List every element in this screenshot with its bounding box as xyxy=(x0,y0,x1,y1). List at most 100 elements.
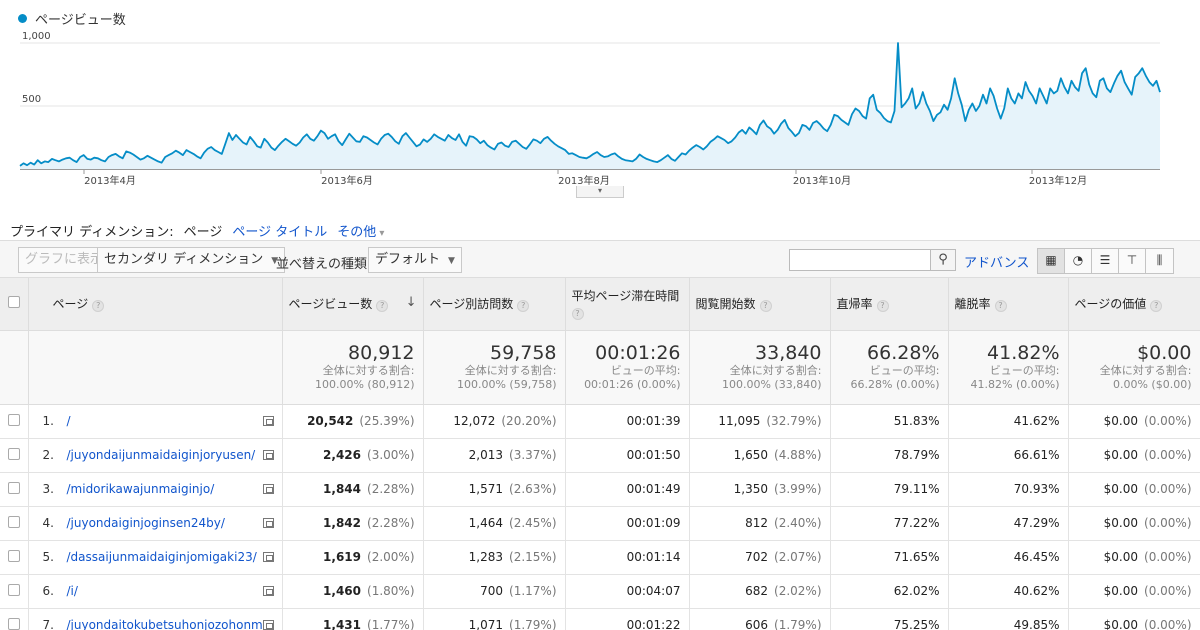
totals-caption: 全体に対する割合: xyxy=(322,364,415,377)
help-icon[interactable]: ? xyxy=(876,300,889,313)
table-row[interactable]: 1. / 20,542 (25.39%) 12,072 (20.20%) 00:01:39 1… xyxy=(0,404,1200,439)
help-icon[interactable]: ? xyxy=(994,300,1007,313)
external-link-icon[interactable] xyxy=(262,449,274,460)
page-link[interactable]: / xyxy=(66,414,71,428)
totals-cell: 80,912 全体に対する割合: 100.00% (80,912) xyxy=(282,330,424,405)
pageviews-cell: 1,460 (1.80%) xyxy=(282,574,424,609)
page-value-pct: (0.00%) xyxy=(1144,482,1192,496)
help-icon[interactable]: ? xyxy=(376,300,389,313)
secondary-dimension-dropdown[interactable]: セカンダリ ディメンション ▼ xyxy=(97,247,286,273)
bounce-rate-cell: 75.25% xyxy=(830,608,949,630)
search-icon[interactable]: ⚲ xyxy=(930,249,956,271)
bounce-rate-value: 75.25% xyxy=(893,618,940,630)
exit-rate-value: 41.62% xyxy=(1013,414,1060,428)
sort-type-dropdown[interactable]: デフォルト ▼ xyxy=(368,247,462,273)
dimension-more-link[interactable]: その他 xyxy=(337,221,384,240)
pageviews-value: 1,842 xyxy=(323,516,362,530)
help-icon[interactable]: ? xyxy=(571,308,584,321)
exit-rate-cell: 70.93% xyxy=(948,472,1069,507)
row-checkbox[interactable] xyxy=(0,574,29,609)
page-link[interactable]: /i/ xyxy=(66,584,78,598)
column-header-exit-rate[interactable]: 離脱率? xyxy=(948,278,1069,331)
page-link[interactable]: /dassaijunmaidaiginjomigaki23/ xyxy=(66,550,257,564)
row-index: 7. xyxy=(42,618,54,630)
pageviews-cell: 1,844 (2.28%) xyxy=(282,472,424,507)
page-link[interactable]: /midorikawajunmaiginjo/ xyxy=(66,482,215,496)
row-checkbox[interactable] xyxy=(0,438,29,473)
external-link-icon[interactable] xyxy=(262,551,274,562)
pageviews-pct: (1.77%) xyxy=(367,618,415,630)
performance-view-icon[interactable]: ☰ xyxy=(1092,249,1119,273)
dimension-current: ページ xyxy=(183,225,223,240)
external-link-icon[interactable] xyxy=(262,585,274,596)
page-link[interactable]: /juyondaijunmaidaiginjoryusen/ xyxy=(66,448,256,462)
page-value-cell: $0.00 (0.00%) xyxy=(1068,506,1200,541)
x-tick-label: 2013年12月 xyxy=(1029,174,1087,187)
page-value-value: $0.00 xyxy=(1103,448,1139,462)
data-table-view-icon[interactable]: ▦ xyxy=(1038,249,1065,273)
table-row[interactable]: 2. /juyondaijunmaidaiginjoryusen/2,426 (3.… xyxy=(0,438,1200,473)
plot-rows-button[interactable]: グラフに表示 xyxy=(18,247,111,273)
dimension-page-title-link[interactable]: ページ タイトル xyxy=(232,225,328,240)
row-checkbox[interactable] xyxy=(0,506,29,541)
comparison-view-icon[interactable]: ⊤ xyxy=(1119,249,1146,273)
help-icon[interactable]: ? xyxy=(1150,300,1163,313)
help-icon[interactable]: ? xyxy=(759,300,772,313)
checkbox-icon xyxy=(7,413,20,426)
external-link-icon[interactable] xyxy=(262,415,274,426)
page-value-cell: $0.00 (0.00%) xyxy=(1068,540,1200,575)
x-tick-label: 2013年10月 xyxy=(793,174,851,187)
page-value-cell: $0.00 (0.00%) xyxy=(1068,404,1200,439)
table-row[interactable]: 3. /midorikawajunmaiginjo/1,844 (2.28%) 1,5… xyxy=(0,472,1200,507)
column-header-unique-pageviews[interactable]: ページ別訪問数? xyxy=(423,278,566,331)
row-checkbox[interactable] xyxy=(0,540,29,575)
totals-cell: $0.00 全体に対する割合: 0.00% ($0.00) xyxy=(1068,330,1200,405)
unique-pageviews-value: 12,072 xyxy=(453,414,496,428)
column-header-entrances[interactable]: 閲覧開始数? xyxy=(689,278,831,331)
external-link-icon[interactable] xyxy=(262,619,274,630)
table-search-input[interactable] xyxy=(789,249,931,271)
pageviews-cell: 1,619 (2.00%) xyxy=(282,540,424,575)
page-value-value: $0.00 xyxy=(1103,584,1139,598)
legend-dot-icon xyxy=(18,14,27,23)
avg-time-cell: 00:01:39 xyxy=(565,404,690,439)
help-icon[interactable]: ? xyxy=(517,300,530,313)
column-header-page[interactable]: ページ? xyxy=(28,278,283,331)
bounce-rate-cell: 51.83% xyxy=(830,404,949,439)
chart-legend: ページビュー数 xyxy=(18,9,126,28)
row-checkbox[interactable] xyxy=(0,472,29,507)
page-cell: 6. /i/ xyxy=(28,574,283,609)
unique-pageviews-cell: 1,071 (1.79%) xyxy=(423,608,566,630)
table-row[interactable]: 5. /dassaijunmaidaiginjomigaki23/1,619 (2.… xyxy=(0,540,1200,575)
page-link[interactable]: /juyondaitokubetsuhonjozohonm xyxy=(66,618,263,630)
table-row[interactable]: 4./juyondaiginjoginsen24by/1,842 (2.28%) 1… xyxy=(0,506,1200,541)
pageviews-chart: 1,000 500 2013年4月 2013年6月 2013年8月 2013年10月 201… xyxy=(19,31,1161,187)
column-header-avg-time[interactable]: 平均ページ滞在時間? xyxy=(565,278,690,331)
table-row[interactable]: 7. /juyondaitokubetsuhonjozohonm 1,431 (1.7… xyxy=(0,608,1200,630)
chart-resize-handle[interactable]: ▾ xyxy=(576,186,624,198)
external-link-icon[interactable] xyxy=(262,517,274,528)
avg-time-cell: 00:04:07 xyxy=(565,574,690,609)
secondary-dimension-label: セカンダリ ディメンション xyxy=(104,252,264,267)
pie-chart-view-icon[interactable]: ◔ xyxy=(1065,249,1092,273)
page-link[interactable]: /juyondaiginjoginsen24by/ xyxy=(66,516,225,530)
unique-pageviews-value: 1,571 xyxy=(468,482,504,496)
help-icon[interactable]: ? xyxy=(92,300,105,313)
unique-pageviews-value: 1,283 xyxy=(468,550,504,564)
column-header-page-value[interactable]: ページの価値? xyxy=(1068,278,1200,331)
totals-caption: 全体に対する割合: xyxy=(464,364,557,377)
pivot-view-icon[interactable]: ⫼ xyxy=(1146,249,1173,273)
row-checkbox[interactable] xyxy=(0,404,29,439)
column-header-bounce-rate[interactable]: 直帰率? xyxy=(830,278,949,331)
select-all-checkbox[interactable] xyxy=(0,278,29,331)
exit-rate-value: 40.62% xyxy=(1013,584,1060,598)
primary-dimension-label: プライマリ ディメンション: xyxy=(10,225,174,240)
pageviews-value: 2,426 xyxy=(323,448,362,462)
column-header-pageviews[interactable]: ページビュー数? xyxy=(282,278,424,331)
external-link-icon[interactable] xyxy=(262,483,274,494)
row-checkbox[interactable] xyxy=(0,608,29,630)
page-cell: 7. /juyondaitokubetsuhonjozohonm xyxy=(28,608,283,630)
table-row[interactable]: 6. /i/1,460 (1.80%) 700 (1.17%) 00:04:07 682 (2… xyxy=(0,574,1200,609)
advanced-filter-link[interactable]: アドバンス xyxy=(964,256,1030,271)
page-value-value: $0.00 xyxy=(1103,414,1139,428)
